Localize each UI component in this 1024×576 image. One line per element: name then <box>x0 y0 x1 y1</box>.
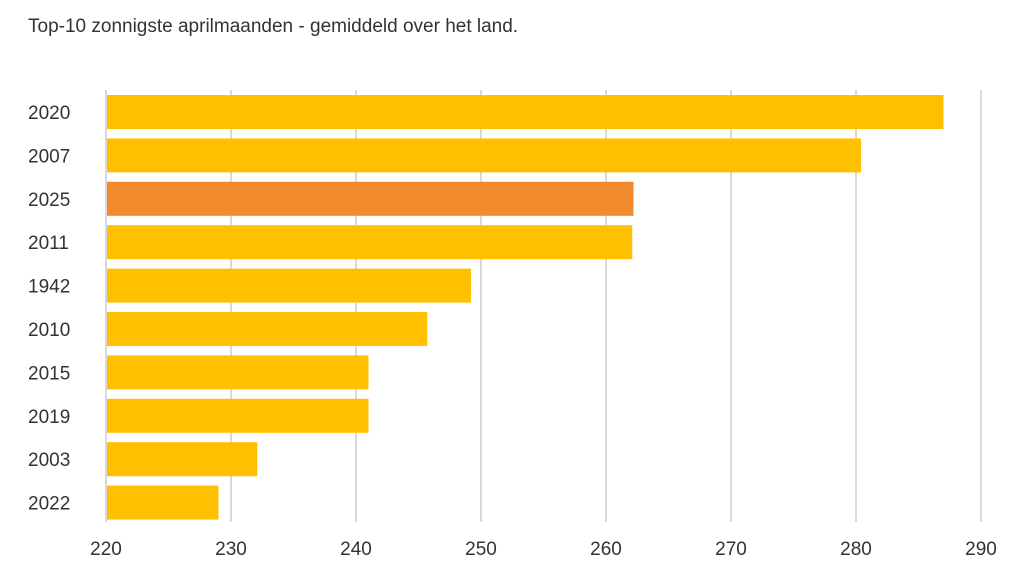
bar-2010 <box>106 312 428 346</box>
x-tick-label: 280 <box>840 539 872 560</box>
category-label: 2015 <box>28 363 70 384</box>
bar-2022 <box>106 485 219 520</box>
category-label: 2011 <box>28 233 69 254</box>
chart-subtitle: Top-10 zonnigste aprilmaanden - gemiddel… <box>28 16 519 37</box>
bar-2025 <box>106 181 634 216</box>
category-label: 2025 <box>28 190 70 211</box>
x-tick-label: 250 <box>465 539 497 560</box>
bar-2007 <box>106 138 861 173</box>
x-tick-label: 240 <box>340 539 372 560</box>
bar-2020 <box>106 95 944 129</box>
category-label: 2003 <box>28 450 70 471</box>
category-label: 1942 <box>28 277 70 298</box>
category-label: 2020 <box>28 103 70 124</box>
category-label: 2022 <box>28 494 70 515</box>
category-labels: 2020 2007 2025 2011 1942 2010 2015 2019 2003 2022 <box>28 103 70 515</box>
category-label: 2007 <box>28 146 70 167</box>
bar-2019 <box>106 398 369 433</box>
x-tick-label: 220 <box>90 539 122 560</box>
bar-2011 <box>106 225 633 260</box>
bar-2003 <box>106 442 258 477</box>
bars <box>105 90 944 522</box>
bar-1942 <box>106 268 471 303</box>
category-label: 2019 <box>28 407 70 428</box>
bar-2015 <box>106 355 369 390</box>
x-tick-label: 290 <box>965 539 997 560</box>
x-tick-label: 270 <box>715 539 747 560</box>
x-tick-label: 230 <box>215 539 247 560</box>
x-tick-labels: 220 230 240 250 260 270 280 290 <box>90 539 997 560</box>
x-tick-label: 260 <box>590 539 622 560</box>
category-label: 2010 <box>28 320 70 341</box>
